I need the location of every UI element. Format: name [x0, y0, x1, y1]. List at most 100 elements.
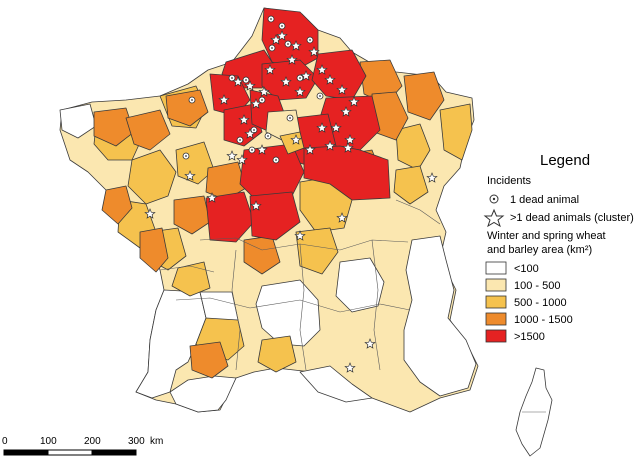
incident-single-marker: [284, 40, 292, 48]
incident-single-marker: [264, 132, 272, 140]
legend-cluster-label: >1 dead animals (cluster): [510, 212, 634, 224]
legend: Legend Incidents 1 dead animal >1 dead a…: [483, 152, 634, 343]
incident-cluster-marker: [226, 150, 238, 161]
incident-single-marker: [296, 74, 304, 82]
incident-markers: [144, 15, 438, 373]
legend-class-label: 100 - 500: [514, 280, 560, 292]
dept-orange-sw-lot: [189, 341, 229, 379]
dept-orange-ille-vilaine: [93, 107, 135, 147]
scale-bar-seg-1: [4, 450, 48, 455]
incident-cluster-marker: [184, 170, 196, 181]
incident-cluster-marker: [258, 86, 270, 97]
incident-cluster-marker: [336, 212, 348, 223]
dept-white-se-alps: [403, 235, 477, 397]
incident-cluster-marker: [238, 114, 250, 125]
incident-cluster-marker: [344, 362, 356, 373]
incident-single-marker: [278, 22, 286, 30]
incident-cluster-marker: [218, 94, 230, 105]
legend-swatch: [485, 295, 507, 309]
incident-single-marker: [286, 114, 294, 122]
incident-single-marker: [228, 74, 236, 82]
legend-incidents-heading: Incidents: [487, 175, 532, 187]
incident-single-marker: [188, 96, 196, 104]
incident-cluster-marker: [264, 64, 276, 75]
incident-cluster-marker: [206, 192, 218, 203]
incident-cluster-marker: [324, 140, 336, 151]
incident-cluster-marker: [232, 76, 244, 87]
scale-bar: 0 100 200 300 km: [2, 436, 163, 456]
incident-single-marker: [267, 15, 275, 23]
dept-white-brittany-tip: [59, 103, 97, 139]
scale-tick-100: 100: [40, 436, 57, 447]
dept-yellow-charente: [171, 261, 211, 297]
dept-white-sw-pyrenees: [169, 375, 237, 413]
dept-yellow-pays-loire: [127, 149, 177, 205]
incident-single-marker: [272, 156, 280, 164]
legend-area-heading-1: Winter and spring wheat: [487, 230, 606, 242]
dept-red-somme: [261, 59, 319, 101]
incident-cluster-marker: [308, 46, 320, 57]
incident-cluster-marker: [280, 76, 292, 87]
dept-orange-moselle: [403, 71, 445, 121]
legend-swatch: [485, 261, 507, 275]
scale-bar-seg-3: [92, 450, 136, 455]
incident-cluster-marker: [244, 128, 256, 139]
dept-yellow-lorraine: [395, 123, 431, 171]
dept-red-nord: [261, 7, 319, 71]
incident-cluster-marker: [316, 64, 328, 75]
legend-classes: <100 100 - 500 500 - 1000 1000 - 1500 >1500: [485, 261, 573, 343]
legend-swatch: [485, 278, 507, 292]
incident-cluster-marker: [300, 70, 312, 81]
dept-red-loir-cher: [205, 191, 255, 243]
incident-cluster-marker: [344, 134, 356, 145]
legend-cluster-icon: [483, 208, 505, 228]
dept-orange-cher: [173, 195, 211, 235]
incident-single-marker: [182, 152, 190, 160]
dept-yellow-alsace: [439, 103, 473, 161]
incident-cluster-marker: [330, 122, 342, 133]
scale-bar-frame: [3, 449, 137, 456]
incident-cluster-marker: [290, 40, 302, 51]
dept-orange-mayenne: [125, 109, 171, 151]
legend-class-label: 1000 - 1500: [514, 314, 573, 326]
legend-swatch: [485, 329, 507, 343]
incident-cluster-marker: [144, 208, 156, 219]
incident-cluster-marker: [286, 54, 298, 65]
legend-class-label: <100: [514, 263, 539, 275]
incident-cluster-marker: [426, 172, 438, 183]
incident-cluster-marker: [364, 338, 376, 349]
scale-tick-300: 300: [128, 436, 145, 447]
incident-single-marker: [248, 146, 256, 154]
incident-cluster-marker: [324, 74, 336, 85]
legend-single-icon: [489, 194, 499, 204]
incident-cluster-marker: [340, 106, 352, 117]
legend-single-label: 1 dead animal: [510, 194, 579, 206]
legend-class-label: 500 - 1000: [514, 297, 567, 309]
legend-class-label: >1500: [514, 331, 545, 343]
scale-tick-200: 200: [84, 436, 101, 447]
dept-white-center-east: [335, 257, 385, 313]
dept-yellow-champagne-east: [393, 165, 429, 205]
incident-cluster-marker: [250, 98, 262, 109]
legend-title: Legend: [540, 152, 590, 169]
dept-red-indre-loire: [249, 191, 301, 241]
dept-orange-calvados: [165, 89, 209, 127]
incident-single-marker: [242, 76, 250, 84]
incident-single-marker: [268, 44, 276, 52]
incident-cluster-marker: [250, 200, 262, 211]
incident-single-marker: [236, 136, 244, 144]
incident-cluster-marker: [348, 96, 360, 107]
scale-tick-0: 0: [2, 436, 8, 447]
incident-single-marker: [316, 92, 324, 100]
incident-cluster-marker: [336, 84, 348, 95]
incident-single-marker: [306, 36, 314, 44]
dept-yellow-center-south: [295, 227, 339, 275]
incident-cluster-marker: [256, 144, 268, 155]
scale-unit: km: [150, 436, 163, 447]
scale-bar-seg-2: [47, 449, 93, 456]
dept-yellow-sarthe: [175, 141, 215, 185]
dept-yellow-tarn: [257, 335, 297, 373]
incident-cluster-marker: [294, 230, 306, 241]
legend-swatch: [485, 312, 507, 326]
